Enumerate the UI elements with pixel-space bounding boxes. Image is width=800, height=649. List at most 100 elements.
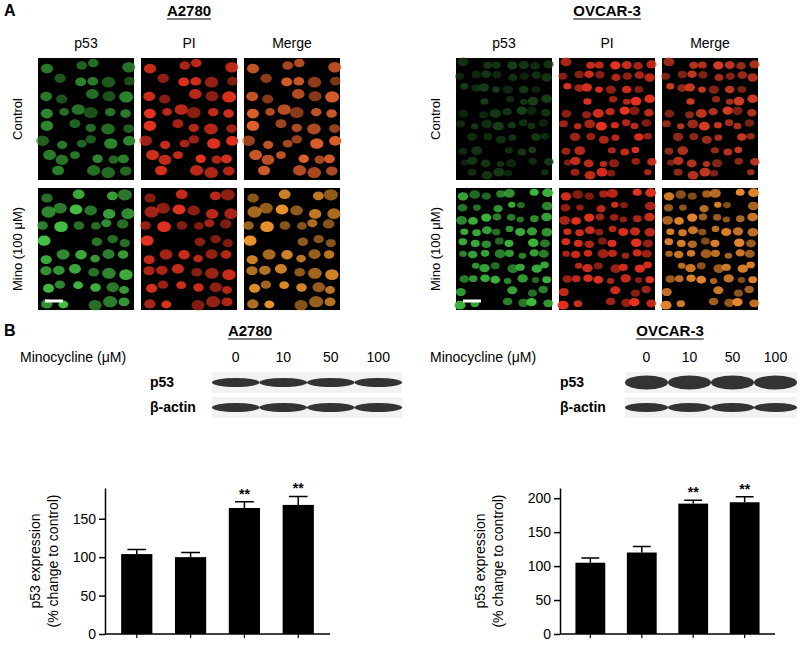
nucleus <box>508 74 517 81</box>
nucleus <box>492 71 501 78</box>
nucleus <box>584 213 594 221</box>
nucleus <box>326 109 337 117</box>
nucleus <box>542 228 553 237</box>
nucleus <box>699 205 708 212</box>
nucleus <box>619 106 629 114</box>
micrograph-background <box>141 58 237 180</box>
nucleus <box>507 61 517 69</box>
nucleus <box>631 238 642 246</box>
nucleus <box>746 240 756 248</box>
nucleus <box>249 150 262 160</box>
nucleus <box>748 202 759 211</box>
nucleus <box>259 203 272 214</box>
nucleus <box>629 107 639 115</box>
micrograph-background <box>559 58 655 180</box>
column-header: p53 <box>492 35 516 51</box>
nucleus <box>53 203 66 214</box>
nucleus <box>276 204 289 214</box>
dose-label: 0 <box>232 349 240 365</box>
nucleus <box>646 299 656 307</box>
nucleus <box>225 62 238 72</box>
nucleus <box>563 83 571 89</box>
nucleus <box>246 92 258 102</box>
nucleus <box>275 119 286 128</box>
nucleus <box>483 62 492 69</box>
nucleus <box>328 62 341 72</box>
axis-line <box>560 489 562 635</box>
nucleus <box>458 238 467 245</box>
nucleus <box>541 109 550 117</box>
nucleus <box>532 86 541 93</box>
nucleus <box>160 141 170 149</box>
axis-line <box>105 489 107 635</box>
nucleus <box>723 274 733 282</box>
band-label: p53 <box>560 374 584 390</box>
nucleus <box>562 251 570 257</box>
nucleus <box>308 249 320 259</box>
nucleus <box>162 108 172 116</box>
nucleus <box>482 171 493 180</box>
nucleus <box>101 167 115 178</box>
nucleus <box>140 221 151 230</box>
nucleus <box>664 204 673 212</box>
nucleus <box>595 61 604 68</box>
x-tick-mark <box>693 634 694 638</box>
blot-band <box>355 378 403 387</box>
nucleus <box>561 192 571 200</box>
nucleus <box>642 119 652 127</box>
nucleus <box>585 171 596 180</box>
nucleus <box>559 120 568 127</box>
nucleus <box>750 158 760 166</box>
nucleus <box>456 120 465 127</box>
nucleus <box>190 77 201 86</box>
column-header: p53 <box>74 35 98 51</box>
nucleus <box>732 298 742 306</box>
axis-title: (% change to control) <box>45 494 61 627</box>
nucleus <box>747 169 754 175</box>
x-tick-mark <box>298 634 299 638</box>
nucleus <box>607 240 616 247</box>
nucleus <box>89 300 102 310</box>
nucleus <box>242 136 255 146</box>
tick-mark <box>99 595 105 597</box>
nucleus <box>714 122 722 128</box>
nucleus <box>611 135 619 141</box>
nucleus <box>714 135 722 141</box>
nucleus <box>558 73 567 80</box>
nucleus <box>747 213 758 222</box>
nucleus <box>139 136 152 146</box>
micrograph <box>37 188 134 311</box>
nucleus <box>631 290 640 297</box>
nucleus <box>593 276 603 284</box>
nucleus <box>177 221 188 230</box>
nucleus <box>562 148 571 155</box>
nucleus <box>736 215 745 222</box>
nucleus <box>460 229 468 235</box>
nucleus <box>710 278 717 284</box>
nucleus <box>102 249 114 259</box>
nucleus <box>620 202 628 208</box>
x-tick-mark <box>244 634 245 638</box>
tick-label: 100 <box>528 558 552 574</box>
nucleus <box>86 89 99 99</box>
nucleus <box>558 301 569 310</box>
nucleus <box>662 288 672 296</box>
nucleus <box>69 119 80 128</box>
nucleus <box>326 166 338 175</box>
nucleus <box>329 124 340 133</box>
nucleus <box>504 170 512 177</box>
nucleus <box>687 159 697 167</box>
nucleus <box>189 124 199 132</box>
dose-label: 50 <box>725 349 741 365</box>
row-label: Mino (100 μM) <box>428 207 443 291</box>
nucleus <box>468 217 478 225</box>
nucleus <box>610 61 620 69</box>
nucleus <box>281 78 292 87</box>
nucleus <box>702 136 712 144</box>
nucleus <box>176 281 186 289</box>
micrograph-background <box>662 188 758 310</box>
nucleus <box>725 253 733 259</box>
nucleus <box>220 219 232 228</box>
nucleus <box>222 269 235 280</box>
nucleus <box>709 298 719 306</box>
